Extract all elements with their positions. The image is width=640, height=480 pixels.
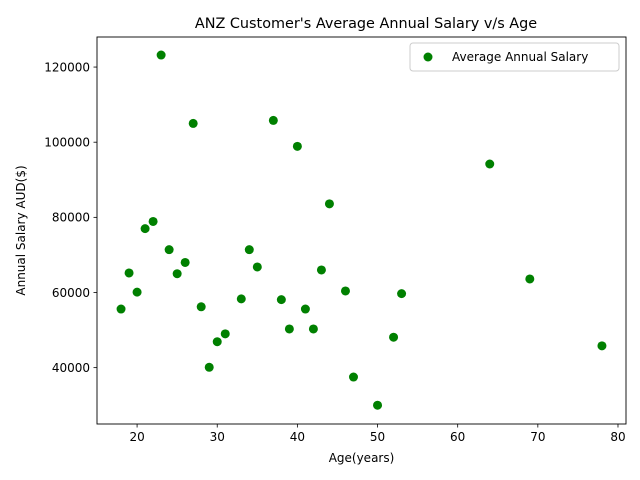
data-point-0-5	[156, 50, 166, 60]
data-point-0-20	[292, 141, 302, 151]
x-tick-label: 40	[290, 430, 305, 444]
data-point-0-27	[373, 400, 383, 410]
y-axis: 40000 60000 80000 100000 120000	[44, 60, 97, 375]
x-tick-label: 80	[610, 430, 625, 444]
y-axis-label: Annual Salary AUD($)	[14, 165, 28, 295]
x-axis: 20 30 40 50 60 70 80	[129, 424, 626, 444]
data-point-0-16	[252, 262, 262, 272]
x-axis-label: Age(years)	[329, 451, 395, 465]
data-point-0-26	[348, 372, 358, 382]
y-tick-label: 60000	[52, 286, 90, 300]
data-point-0-6	[164, 245, 174, 255]
data-point-0-7	[172, 269, 182, 279]
data-point-0-11	[204, 362, 214, 372]
data-point-0-13	[220, 329, 230, 339]
data-point-0-14	[236, 294, 246, 304]
y-tick-label: 80000	[52, 211, 90, 225]
y-tick-label: 120000	[44, 60, 90, 74]
data-point-0-21	[300, 304, 310, 314]
y-tick-label: 40000	[52, 361, 90, 375]
data-point-0-8	[180, 257, 190, 267]
x-tick-label: 30	[210, 430, 225, 444]
data-point-0-15	[244, 245, 254, 255]
data-point-0-2	[132, 287, 142, 297]
data-point-0-19	[284, 324, 294, 334]
data-point-0-0	[116, 304, 126, 314]
data-point-0-22	[308, 324, 318, 334]
legend-label: Average Annual Salary	[452, 50, 588, 64]
data-point-0-23	[316, 265, 326, 275]
data-point-0-3	[140, 224, 150, 234]
plot-area	[116, 50, 607, 410]
legend-box	[409, 42, 620, 72]
legend: Average Annual Salary	[409, 42, 620, 72]
data-point-0-12	[212, 337, 222, 347]
data-point-0-1	[124, 268, 134, 278]
data-point-0-17	[268, 115, 278, 125]
data-point-0-30	[485, 159, 495, 169]
data-point-0-10	[196, 302, 206, 312]
data-point-0-18	[276, 295, 286, 305]
y-tick-label: 100000	[44, 136, 90, 150]
x-tick-label: 60	[450, 430, 465, 444]
x-tick-label: 50	[370, 430, 385, 444]
data-point-0-32	[597, 341, 607, 351]
data-point-0-29	[397, 289, 407, 299]
x-tick-label: 20	[129, 430, 144, 444]
chart-title: ANZ Customer's Average Annual Salary v/s…	[195, 16, 537, 32]
axes-frame	[96, 36, 627, 425]
data-point-0-24	[324, 199, 334, 209]
legend-marker	[423, 52, 433, 62]
data-point-0-4	[148, 216, 158, 226]
x-tick-label: 70	[530, 430, 545, 444]
data-point-0-9	[188, 118, 198, 128]
data-point-0-25	[340, 286, 350, 296]
data-point-0-28	[389, 332, 399, 342]
data-point-0-31	[525, 274, 535, 284]
